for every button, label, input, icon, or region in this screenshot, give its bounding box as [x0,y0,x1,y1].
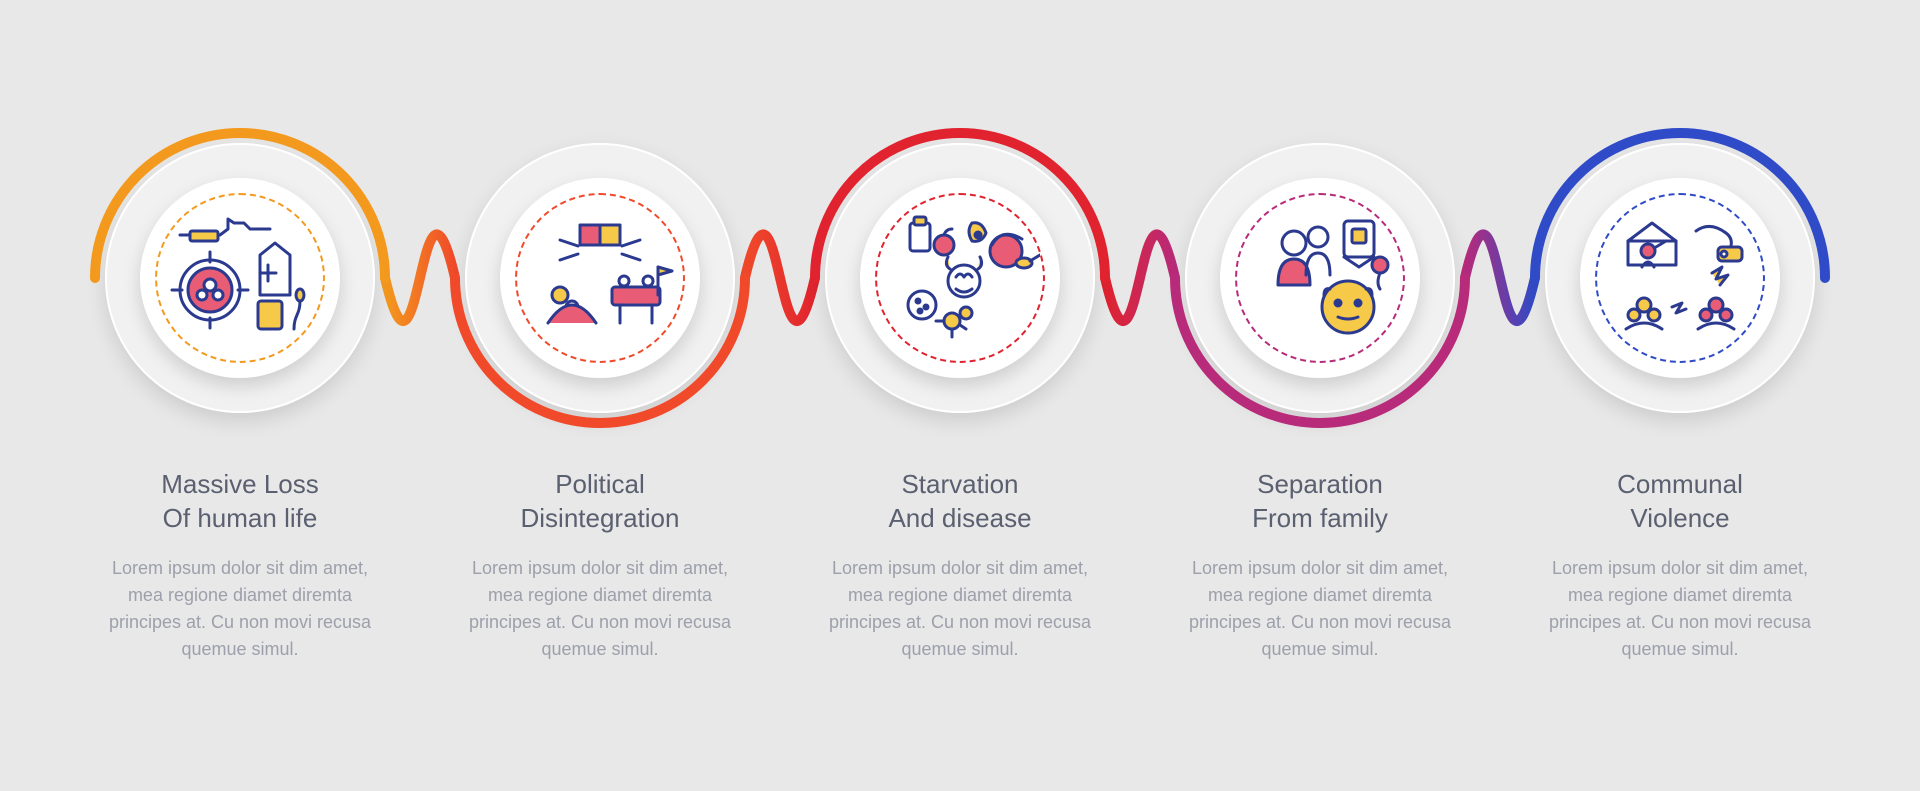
infographic-item-3: Starvation And disease Lorem ipsum dolor… [810,128,1110,664]
item-body: Lorem ipsum dolor sit dim amet, mea regi… [1175,555,1465,663]
item-title: Separation From family [1252,468,1388,536]
item-body: Lorem ipsum dolor sit dim amet, mea regi… [815,555,1105,663]
ring-mid [1545,143,1815,413]
dashed-circle [515,193,685,363]
ring-inner [140,178,340,378]
ring-inner [500,178,700,378]
ring-outer [450,128,750,428]
ring-mid [465,143,735,413]
dashed-circle [875,193,1045,363]
dashed-circle [1235,193,1405,363]
infographic-item-2: Political Disintegration Lorem ipsum dol… [450,128,750,664]
infographic-item-5: Communal Violence Lorem ipsum dolor sit … [1530,128,1830,664]
ring-outer [1530,128,1830,428]
ring-mid [1185,143,1455,413]
item-title: Massive Loss Of human life [161,468,319,536]
ring-outer [810,128,1110,428]
ring-outer [1170,128,1470,428]
ring-inner [860,178,1060,378]
ring-mid [105,143,375,413]
infographic-item-4: Separation From family Lorem ipsum dolor… [1170,128,1470,664]
ring-outer [90,128,390,428]
dashed-circle [155,193,325,363]
dashed-circle [1595,193,1765,363]
item-body: Lorem ipsum dolor sit dim amet, mea regi… [455,555,745,663]
ring-inner [1220,178,1420,378]
infographic-row: Massive Loss Of human life Lorem ipsum d… [90,128,1830,664]
item-title: Starvation And disease [888,468,1031,536]
item-title: Communal Violence [1617,468,1743,536]
item-title: Political Disintegration [521,468,680,536]
item-body: Lorem ipsum dolor sit dim amet, mea regi… [95,555,385,663]
ring-inner [1580,178,1780,378]
infographic-item-1: Massive Loss Of human life Lorem ipsum d… [90,128,390,664]
ring-mid [825,143,1095,413]
item-body: Lorem ipsum dolor sit dim amet, mea regi… [1535,555,1825,663]
